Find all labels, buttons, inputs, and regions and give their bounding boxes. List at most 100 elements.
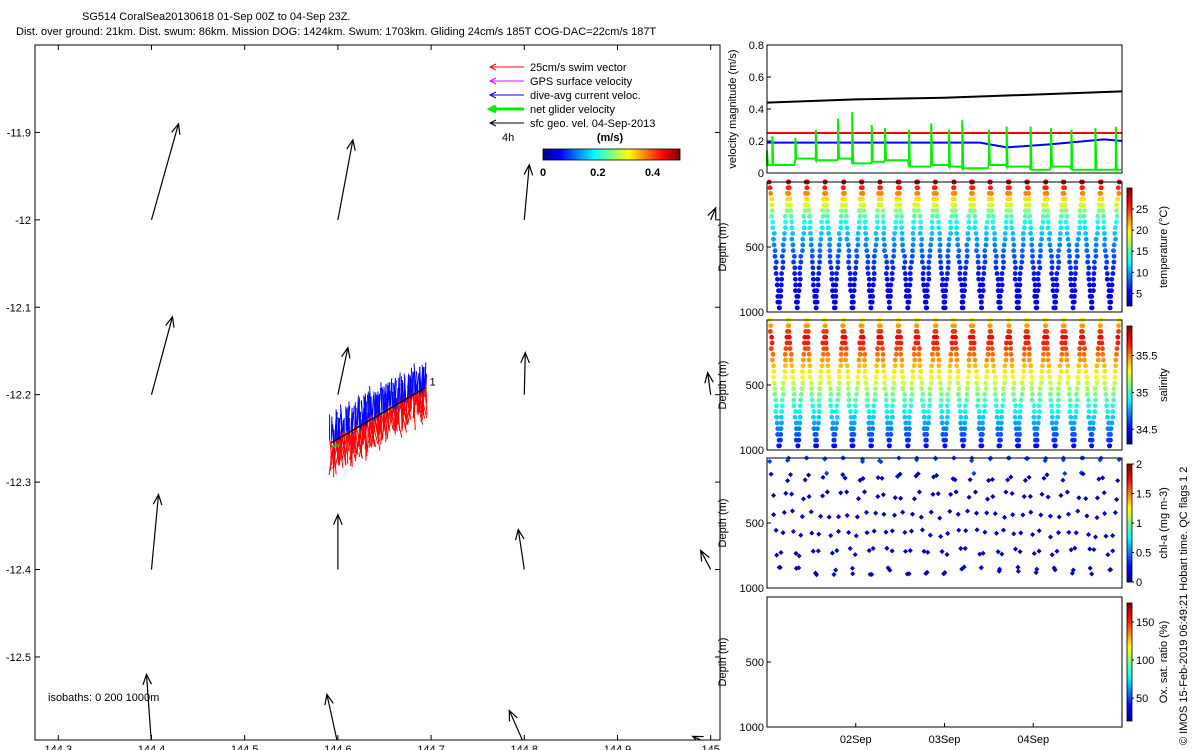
temperature-point [990, 213, 996, 219]
chl-point [1065, 511, 1072, 517]
temperature-point [873, 242, 879, 248]
salinity-point [768, 323, 774, 329]
temperature-point [899, 231, 905, 236]
temperature-point [1055, 253, 1061, 259]
salinity-point [1025, 340, 1031, 346]
salinity-point [934, 334, 940, 340]
salinity-point [856, 363, 862, 369]
chl-point [1100, 475, 1106, 481]
temperature-point [889, 271, 895, 276]
temperature-point [1045, 219, 1051, 225]
section-xtick-label: 04Sep [1017, 734, 1049, 746]
chl-point [1066, 529, 1072, 535]
salinity-point [991, 369, 997, 374]
salinity-point [1071, 426, 1077, 432]
temperature-point [817, 253, 823, 259]
temperature-point [778, 294, 784, 299]
chl-point [974, 527, 980, 533]
salinity-point [917, 346, 922, 351]
salinity-point [800, 380, 806, 386]
temperature-point [1089, 294, 1095, 299]
salinity-point [1098, 334, 1104, 340]
salinity-point [954, 363, 960, 369]
temperature-point [1059, 202, 1065, 208]
salinity-point [982, 397, 988, 403]
temperature-point [1111, 242, 1117, 248]
temperature-point [1020, 242, 1026, 248]
temperature-point [810, 276, 816, 282]
chl-point [1091, 547, 1097, 553]
colorbar-tick-label: 0.4 [645, 167, 661, 179]
salinity-point [814, 443, 820, 449]
salinity-point [873, 374, 879, 380]
temperature-point [909, 259, 915, 265]
temperature-point [915, 185, 920, 191]
salinity-point [772, 391, 778, 397]
chl-point [1017, 549, 1023, 555]
salinity-point [1062, 340, 1068, 346]
temperature-point [769, 208, 775, 214]
swim-vector [384, 410, 388, 424]
temperature-point [1093, 236, 1099, 242]
temperature-point [974, 236, 980, 242]
temperature-point [896, 191, 902, 196]
salinity-point [893, 351, 899, 357]
salinity-point [1022, 363, 1027, 369]
salinity-point [896, 329, 902, 334]
chl-point [938, 533, 944, 540]
temperature-point [955, 242, 961, 248]
salinity-point [864, 386, 870, 392]
salinity-point [1108, 437, 1113, 443]
temperature-point [1063, 196, 1068, 202]
salinity-point [1081, 351, 1087, 357]
temperature-point [920, 253, 925, 259]
salinity-point [1102, 374, 1107, 380]
temperature-point [1085, 259, 1091, 265]
colorbar-tick-label: 0.2 [590, 167, 605, 179]
salinity-point [1029, 374, 1035, 380]
salinity-point [1045, 346, 1050, 351]
geo-arrow-15 [692, 735, 703, 740]
temperature-point [1058, 225, 1064, 231]
salinity-point [952, 323, 958, 329]
chl-point [889, 528, 895, 534]
salinity-point [1046, 363, 1052, 369]
salinity-point [1035, 420, 1041, 426]
temperature-point [976, 276, 982, 282]
salinity-point [1092, 391, 1098, 397]
salinity-point [832, 432, 838, 437]
temperature-point [956, 259, 962, 265]
salinity-point [1047, 374, 1053, 380]
temperature-point [1022, 196, 1028, 202]
salinity-point [1018, 403, 1023, 409]
salinity-point [1029, 386, 1035, 392]
temperature-point [820, 208, 825, 214]
salinity-point [902, 397, 907, 403]
isobaths-label: isobaths: 0 200 1000m [48, 692, 159, 704]
temperature-point [1058, 231, 1063, 236]
legend-label-4: sfc geo. vel. 04-Sep-2013 [530, 118, 655, 130]
temperature-point [861, 202, 867, 208]
salinity-point [1055, 386, 1061, 392]
temperature-point [1077, 219, 1083, 225]
salinity-point [1073, 409, 1079, 414]
temperature-point [827, 259, 833, 265]
temperature-point [1108, 294, 1114, 299]
temperature-point [883, 253, 889, 259]
temperature-point [789, 236, 795, 242]
temperature-point [898, 219, 904, 225]
chl-point [783, 490, 789, 496]
chl-point [781, 509, 787, 515]
salinity-point [819, 357, 825, 363]
salinity-point [836, 391, 841, 397]
salinity-point [1116, 323, 1121, 329]
temperature-point [844, 225, 850, 231]
temperature-point [862, 225, 868, 231]
salinity-point [1044, 340, 1050, 346]
salinity-point [795, 443, 801, 449]
temperature-point [1054, 288, 1060, 294]
swim-vector [357, 429, 363, 448]
salinity-point [965, 374, 971, 380]
chl-point [773, 527, 779, 533]
